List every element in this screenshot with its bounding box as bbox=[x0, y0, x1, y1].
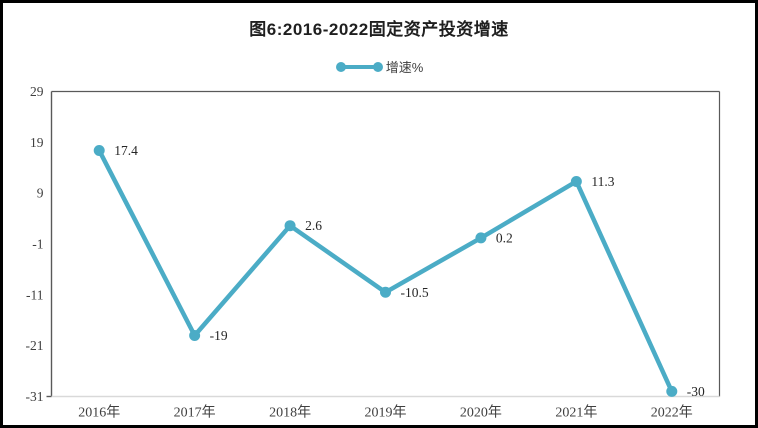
data-point bbox=[666, 385, 678, 397]
data-point bbox=[93, 144, 105, 156]
legend-label: 增速% bbox=[385, 60, 424, 75]
data-point-label: -19 bbox=[210, 328, 228, 343]
y-tick-label: -11 bbox=[26, 287, 44, 302]
data-point bbox=[380, 286, 391, 298]
x-tick-label: 2019年 bbox=[365, 405, 407, 421]
x-tick-label: 2020年 bbox=[460, 405, 502, 421]
y-tick-label: 19 bbox=[30, 135, 44, 150]
data-point-label: 2.6 bbox=[305, 218, 322, 233]
data-point bbox=[475, 232, 487, 244]
legend-line-marker-icon bbox=[335, 60, 385, 74]
x-tick-label: 2016年 bbox=[78, 405, 120, 421]
legend: 增速% bbox=[3, 57, 755, 76]
y-tick-label: -31 bbox=[26, 389, 44, 404]
data-point-label: 17.4 bbox=[114, 143, 138, 158]
data-point bbox=[570, 175, 582, 187]
x-tick-label: 2021年 bbox=[555, 405, 597, 421]
data-point-label: 0.2 bbox=[496, 230, 513, 245]
chart-title: 图6:2016-2022固定资产投资增速 bbox=[249, 20, 509, 39]
data-point-label: -10.5 bbox=[401, 285, 429, 300]
y-tick-label: -21 bbox=[26, 338, 44, 353]
series-line bbox=[96, 148, 675, 394]
y-tick-label: -1 bbox=[32, 237, 43, 252]
x-tick-label: 2018年 bbox=[269, 405, 311, 421]
y-tick-label: 29 bbox=[30, 84, 44, 99]
x-tick-label: 2022年 bbox=[651, 405, 693, 421]
data-point bbox=[189, 330, 201, 341]
data-point-label: 11.3 bbox=[591, 174, 614, 189]
data-point bbox=[284, 220, 296, 232]
line-chart-plot: 29 19 9 -1 -11 -21 -31 2016年 2017年 2018年 2019年 2020… bbox=[26, 84, 721, 421]
data-point-label: -30 bbox=[687, 384, 705, 399]
x-tick-label: 2017年 bbox=[174, 405, 216, 421]
y-tick-label: 9 bbox=[37, 186, 44, 201]
